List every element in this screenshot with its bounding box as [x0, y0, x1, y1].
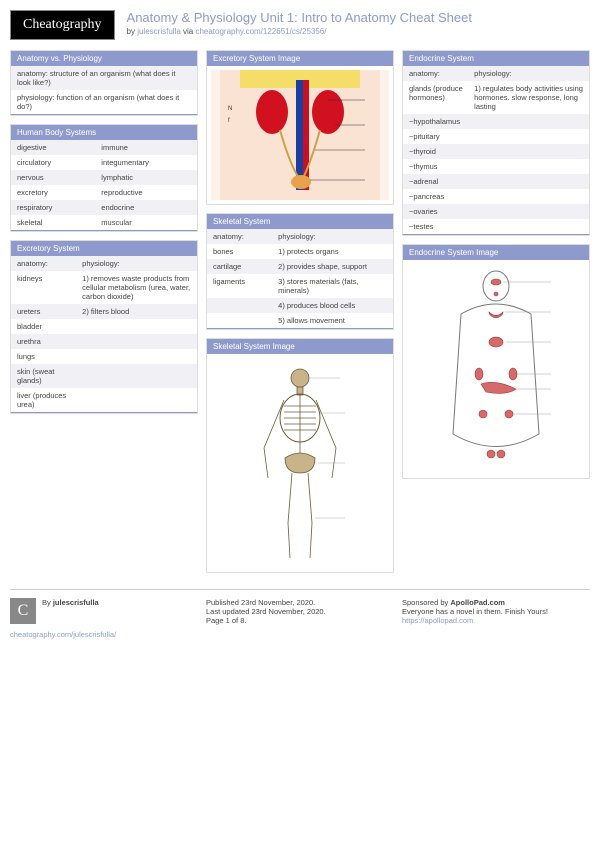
table-row: physiology: function of an organism (wha…: [11, 90, 197, 114]
box-title: Skeletal System Image: [207, 339, 393, 354]
table-row: ligaments3) stores materials (fats, mine…: [207, 274, 393, 298]
box-title: Skeletal System: [207, 214, 393, 229]
table-row: 5) allows movement: [207, 313, 393, 328]
endocrine-system-image: [407, 264, 585, 474]
box-title: Endocrine System Image: [403, 245, 589, 260]
table-row: ~testes: [403, 219, 589, 234]
sponsor-prefix: Sponsored by: [402, 598, 450, 607]
page-header: Cheatography Anatomy & Physiology Unit 1…: [10, 10, 590, 40]
box-title: Human Body Systems: [11, 125, 197, 140]
table-row: glands (produce hormones)1) regulates bo…: [403, 81, 589, 114]
table-row: bones1) protects organs: [207, 244, 393, 259]
skeletal-system-image: [211, 358, 389, 568]
via-text: via: [181, 27, 196, 36]
byline: by julescrisfulla via cheatography.com/1…: [127, 27, 472, 36]
table-row: nervouslymphatic: [11, 170, 197, 185]
sponsor-tagline: Everyone has a novel in them. Finish You…: [402, 607, 590, 616]
table-row: digestiveimmune: [11, 140, 197, 155]
by-label: By: [42, 598, 53, 607]
human-body-systems-box: Human Body Systems digestiveimmune circu…: [10, 124, 198, 232]
svg-text:N: N: [228, 106, 232, 112]
table-row: ~pituitary: [403, 129, 589, 144]
table-header: anatomy:physiology:: [403, 66, 589, 81]
endocrine-image-box: Endocrine System Image: [402, 244, 590, 479]
page-number: Page 1 of 8.: [206, 616, 394, 625]
table-row: ~thyroid: [403, 144, 589, 159]
page-title: Anatomy & Physiology Unit 1: Intro to An…: [127, 10, 472, 25]
source-url[interactable]: cheatography.com/122651/cs/25356/: [195, 27, 326, 36]
table-row: skeletalmuscular: [11, 215, 197, 230]
published-date: Published 23rd November, 2020.: [206, 598, 394, 607]
table-row: skin (sweat glands): [11, 364, 197, 388]
table-row: respiratoryendocrine: [11, 200, 197, 215]
site-logo: Cheatography: [10, 10, 115, 40]
table-row: ureters2) filters blood: [11, 304, 197, 319]
table-row: liver (produces urea): [11, 388, 197, 412]
box-title: Endocrine System: [403, 51, 589, 66]
anatomy-vs-physiology-box: Anatomy vs. Physiology anatomy: structur…: [10, 50, 198, 116]
table-row: ~hypothalamus: [403, 114, 589, 129]
table-row: kidneys1) removes waste products from ce…: [11, 271, 197, 304]
table-row: ~adrenal: [403, 174, 589, 189]
table-row: ~pancreas: [403, 189, 589, 204]
skeletal-image-box: Skeletal System Image: [206, 338, 394, 573]
excretory-system-image: N f: [211, 70, 389, 200]
sponsor-name: ApolloPad.com: [450, 598, 505, 607]
table-row: circulatoryintegumentary: [11, 155, 197, 170]
table-row: bladder: [11, 319, 197, 334]
box-title: Excretory System Image: [207, 51, 393, 66]
table-row: anatomy: structure of an organism (what …: [11, 66, 197, 90]
table-row: urethra: [11, 334, 197, 349]
author-link[interactable]: julescrisfulla: [137, 27, 181, 36]
sponsor-link[interactable]: https://apollopad.com: [402, 616, 473, 625]
box-title: Excretory System: [11, 241, 197, 256]
excretory-system-box: Excretory System anatomy:physiology: kid…: [10, 240, 198, 414]
table-row: 4) produces blood cells: [207, 298, 393, 313]
table-row: cartilage2) provides shape, support: [207, 259, 393, 274]
by-prefix: by: [127, 27, 138, 36]
updated-date: Last updated 23rd November, 2020.: [206, 607, 394, 616]
table-row: ~thymus: [403, 159, 589, 174]
page-footer: C By julescrisfulla cheatography.com/jul…: [10, 589, 590, 639]
skeletal-system-box: Skeletal System anatomy:physiology: bone…: [206, 213, 394, 330]
author-avatar: C: [10, 598, 36, 624]
table-header: anatomy:physiology:: [11, 256, 197, 271]
author-profile-link[interactable]: cheatography.com/julescrisfulla/: [10, 630, 116, 639]
table-header: anatomy:physiology:: [207, 229, 393, 244]
endocrine-system-box: Endocrine System anatomy:physiology: gla…: [402, 50, 590, 236]
table-row: ~ovaries: [403, 204, 589, 219]
footer-author: julescrisfulla: [53, 598, 99, 607]
table-row: excretoryreproductive: [11, 185, 197, 200]
table-row: lungs: [11, 349, 197, 364]
excretory-image-box: Excretory System Image: [206, 50, 394, 205]
box-title: Anatomy vs. Physiology: [11, 51, 197, 66]
